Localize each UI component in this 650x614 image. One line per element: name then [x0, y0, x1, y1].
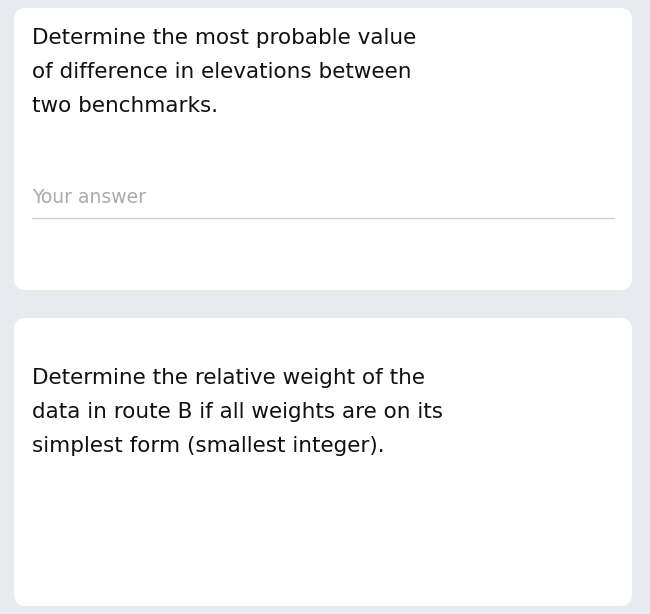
Text: data in route B if all weights are on its: data in route B if all weights are on it…	[32, 402, 443, 422]
Text: Determine the relative weight of the: Determine the relative weight of the	[32, 368, 425, 388]
Text: two benchmarks.: two benchmarks.	[32, 96, 218, 116]
FancyBboxPatch shape	[14, 8, 632, 290]
FancyBboxPatch shape	[14, 318, 632, 606]
Text: Your answer: Your answer	[32, 188, 146, 207]
Text: simplest form (smallest integer).: simplest form (smallest integer).	[32, 436, 385, 456]
Text: of difference in elevations between: of difference in elevations between	[32, 62, 411, 82]
Text: Determine the most probable value: Determine the most probable value	[32, 28, 416, 48]
